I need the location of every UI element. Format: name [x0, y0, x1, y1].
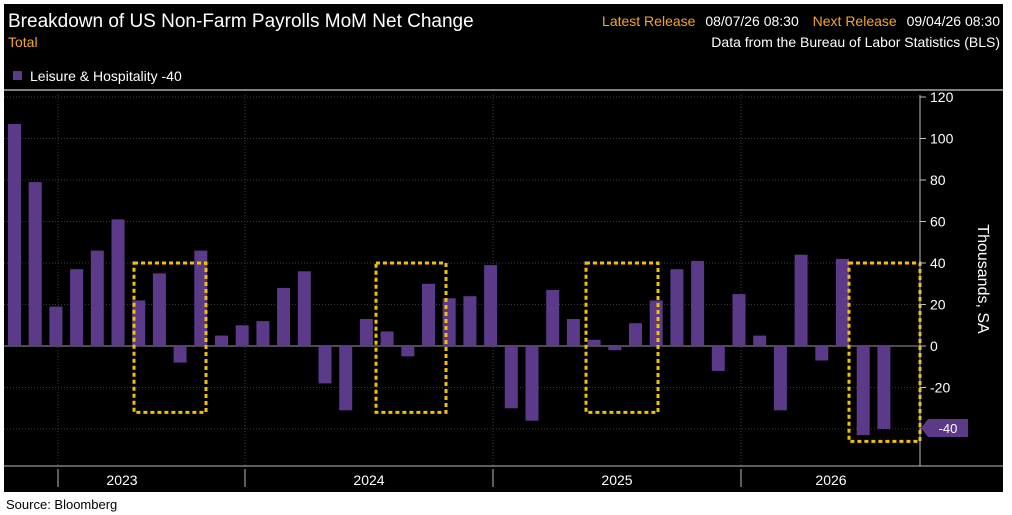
- chart-background: [4, 4, 1003, 492]
- bar: [794, 254, 808, 346]
- highlight-box: [132, 261, 208, 414]
- latest-release-value: 08/07/26 08:30: [705, 13, 799, 29]
- bar: [339, 346, 353, 411]
- bar: [215, 335, 228, 346]
- bar: [815, 346, 829, 361]
- next-release-label: Next Release: [813, 13, 897, 29]
- legend-swatch: [13, 71, 22, 80]
- last-value-label: -40: [939, 421, 958, 436]
- bar: [732, 294, 746, 346]
- bar: [422, 283, 435, 347]
- bar: [753, 335, 767, 346]
- last-value-pointer: [921, 419, 968, 437]
- bars: [8, 124, 891, 436]
- y-tick-label: 60: [930, 214, 946, 230]
- bar: [380, 331, 394, 346]
- bar: [484, 265, 498, 346]
- bar: [566, 319, 580, 346]
- y-tick-label: 120: [930, 89, 954, 105]
- bar: [401, 346, 415, 357]
- source-note: Source: Bloomberg: [6, 497, 118, 512]
- y-tick-label: -20: [930, 380, 950, 396]
- bar: [359, 319, 373, 346]
- bar: [587, 339, 601, 346]
- bar: [235, 325, 249, 347]
- data-source-note: Data from the Bureau of Labor Statistics…: [711, 34, 1000, 50]
- bar: [318, 346, 332, 384]
- bar: [711, 346, 725, 371]
- bar: [670, 269, 684, 346]
- bar: [608, 346, 622, 351]
- bar: [277, 287, 291, 346]
- bar: [28, 182, 42, 346]
- bar: [629, 323, 642, 346]
- x-tick-label: 2026: [815, 472, 846, 488]
- legend-label: Leisure & Hospitality -40: [30, 68, 182, 84]
- bar: [111, 219, 125, 346]
- highlight-box: [847, 261, 922, 443]
- bar: [504, 346, 518, 409]
- bar: [90, 250, 104, 347]
- bar: [691, 260, 705, 346]
- highlight-box: [374, 261, 448, 414]
- bar: [546, 290, 560, 346]
- y-tick-label: 40: [930, 255, 946, 271]
- bar: [463, 296, 477, 346]
- bar: [836, 258, 849, 347]
- bar: [877, 346, 891, 429]
- highlight-boxes: [132, 261, 922, 443]
- y-tick-label: 0: [930, 338, 938, 354]
- bar: [525, 346, 539, 421]
- x-tick-label: 2024: [353, 472, 384, 488]
- chart-title: Breakdown of US Non-Farm Payrolls MoM Ne…: [8, 11, 474, 32]
- bar: [173, 346, 187, 363]
- bar: [297, 271, 311, 346]
- bar: [194, 250, 208, 347]
- release-info: Latest Release 08/07/26 08:30 Next Relea…: [602, 13, 1000, 29]
- bar: [856, 346, 870, 436]
- latest-release-label: Latest Release: [602, 13, 696, 29]
- x-tick-label: 2023: [106, 472, 137, 488]
- y-tick-label: 80: [930, 172, 946, 188]
- bar: [773, 346, 787, 411]
- highlight-box: [584, 261, 660, 414]
- y-axis-title: Thousands, SA: [974, 224, 991, 334]
- next-release-value: 09/04/26 08:30: [907, 13, 1001, 29]
- bar: [49, 306, 63, 346]
- last-value-marker: -40: [921, 419, 968, 437]
- y-tick-label: 100: [930, 131, 954, 147]
- x-axis: 2023 2024 2025 2026: [57, 469, 847, 488]
- bar: [649, 300, 663, 347]
- bar: [152, 273, 166, 346]
- x-tick-label: 2025: [601, 472, 632, 488]
- y-tick-label: 20: [930, 297, 946, 313]
- bar: [8, 124, 21, 346]
- chart-subtitle: Total: [8, 34, 38, 50]
- bar: [70, 269, 84, 346]
- bar: [256, 321, 270, 346]
